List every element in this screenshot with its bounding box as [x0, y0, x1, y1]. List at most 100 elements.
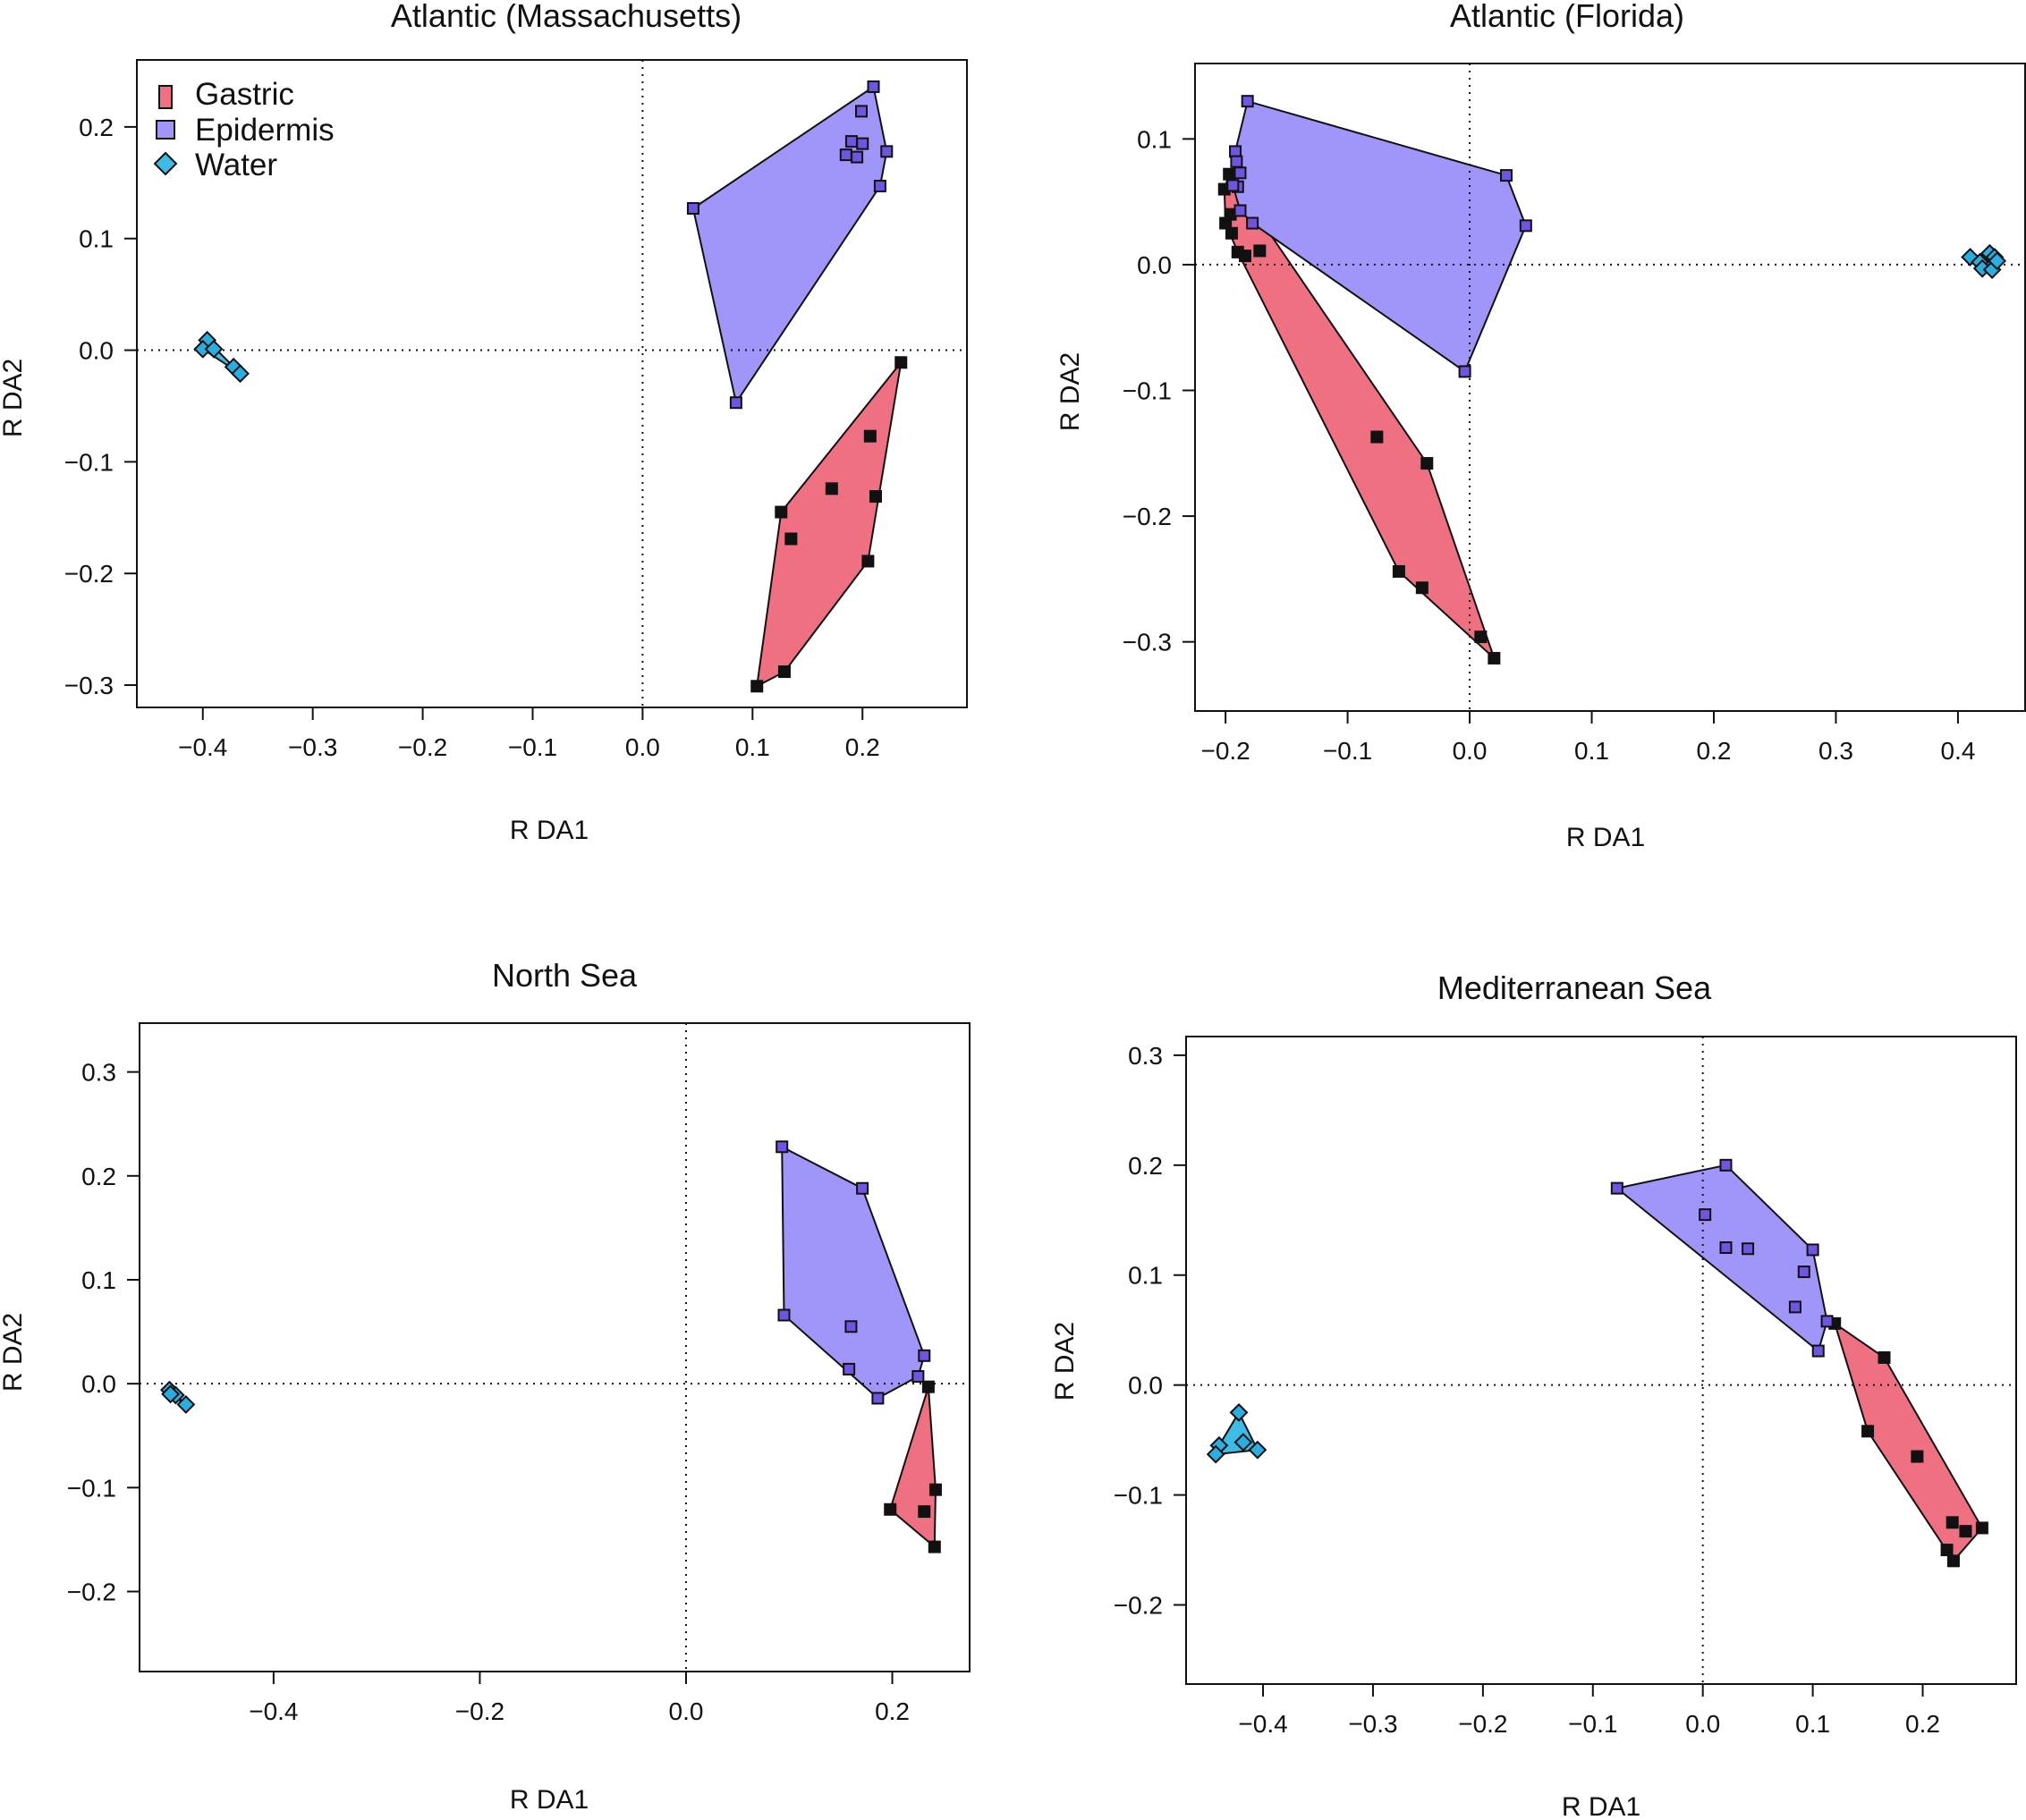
- point-water: [176, 1394, 196, 1414]
- point-epidermis: [918, 1349, 931, 1362]
- y-tick-label: 0.1: [1128, 1262, 1163, 1290]
- x-tick-label: 0.0: [669, 1697, 704, 1725]
- reference-lines: [140, 1023, 970, 1672]
- y-tick-label: 0.1: [1137, 125, 1172, 153]
- y-tick-label: 0.0: [1137, 251, 1172, 279]
- y-tick-label: 0.2: [81, 1163, 116, 1190]
- point-epidermis: [1719, 1241, 1733, 1255]
- y-tick-label: 0.3: [1128, 1042, 1163, 1070]
- legend-item-gastric: Gastric: [158, 77, 294, 112]
- point-epidermis: [843, 1362, 856, 1376]
- hull-layer: [1223, 100, 1998, 659]
- x-tick-label: 0.1: [735, 733, 770, 761]
- point-epidermis: [686, 202, 699, 216]
- y-tick-label: −0.3: [64, 672, 114, 699]
- point-gastric: [894, 356, 908, 369]
- x-tick-label: 0.2: [1905, 1710, 1940, 1738]
- legend-label-epidermis: Epidermis: [195, 113, 335, 148]
- x-tick-label: −0.3: [1348, 1710, 1397, 1738]
- point-gastric: [1878, 1350, 1891, 1364]
- point-layer: [1217, 95, 2007, 665]
- y-axis-label: R DA2: [0, 359, 28, 437]
- point-epidermis: [729, 396, 742, 410]
- point-gastric: [1911, 1450, 1924, 1463]
- point-epidermis: [1788, 1300, 1801, 1314]
- legend-item-epidermis: Epidermis: [156, 113, 335, 148]
- x-tick-label: −0.2: [398, 733, 447, 761]
- point-epidermis: [1229, 145, 1242, 158]
- point-gastric: [861, 554, 875, 568]
- point-layer: [193, 80, 908, 693]
- y-tick-label: −0.1: [67, 1474, 116, 1502]
- point-epidermis: [911, 1370, 925, 1384]
- x-tick-label: 0.2: [875, 1697, 910, 1725]
- y-tick-label: 0.0: [81, 1370, 116, 1398]
- reference-lines: [1195, 63, 2025, 711]
- x-tick-label: −0.1: [508, 733, 557, 761]
- point-epidermis: [1519, 219, 1532, 233]
- y-axis-label: R DA2: [1055, 352, 1085, 431]
- point-epidermis: [839, 148, 852, 162]
- point-epidermis: [844, 1320, 858, 1333]
- point-gastric: [1946, 1554, 1960, 1568]
- point-gastric: [1392, 564, 1405, 578]
- hull-gastric: [756, 361, 903, 688]
- point-epidermis: [1230, 155, 1243, 168]
- y-tick-label: 0.1: [81, 1266, 116, 1294]
- point-epidermis: [871, 1392, 885, 1405]
- y-axis-label: R DA2: [0, 1313, 28, 1392]
- point-epidermis: [851, 150, 864, 164]
- x-tick-label: −0.4: [1238, 1710, 1287, 1738]
- x-axis: −0.4 −0.3 −0.2 −0.1 0.0 0.1 0.2: [1238, 1684, 1940, 1738]
- y-tick-label: 0.3: [81, 1059, 116, 1087]
- x-axis: −0.2 −0.1 0.0 0.1 0.2 0.3 0.4: [1200, 711, 1975, 765]
- point-epidermis: [1233, 204, 1247, 217]
- point-epidermis: [855, 105, 869, 118]
- point-epidermis: [1742, 1242, 1755, 1256]
- point-gastric: [918, 1505, 931, 1519]
- point-layer: [160, 1140, 942, 1553]
- point-gastric: [928, 1483, 942, 1496]
- panel-mediterranean-sea: Mediterranean Sea −0.4 −0.3 −0.2 −0.1 0.0 0.1…: [1050, 969, 2017, 1820]
- x-axis-label: R DA1: [1562, 1792, 1640, 1820]
- point-gastric: [1945, 1516, 1959, 1529]
- panel-atlantic-florida: Atlantic (Florida) −0.2 −0.1 0.0 0.1 0.2 0.3 0…: [1055, 0, 2026, 852]
- legend-label-gastric: Gastric: [195, 77, 294, 112]
- plot-frame: [139, 1022, 971, 1672]
- point-epidermis: [777, 1308, 791, 1322]
- legend-label-water: Water: [195, 148, 277, 182]
- y-tick-label: −0.2: [67, 1579, 116, 1606]
- point-gastric: [1474, 631, 1488, 644]
- x-tick-label: 0.0: [625, 733, 660, 761]
- panel-title: North Sea: [492, 957, 638, 994]
- y-axis: −0.2 −0.1 0.0 0.1 0.2 0.3: [67, 1059, 140, 1606]
- point-epidermis: [880, 145, 894, 158]
- y-tick-label: −0.3: [1123, 629, 1172, 656]
- point-epidermis: [1806, 1243, 1819, 1257]
- point-epidermis: [867, 80, 880, 93]
- x-tick-label: −0.2: [455, 1697, 504, 1725]
- point-gastric: [1420, 457, 1434, 470]
- plot-frame: [136, 59, 968, 708]
- y-tick-label: −0.1: [1123, 377, 1172, 405]
- panel-north-sea: North Sea −0.4 −0.2 0.0 0.2 −0.2 −0.1 0.0 0.1 0…: [0, 957, 971, 1815]
- point-gastric: [1219, 216, 1233, 230]
- hull-gastric: [889, 1385, 937, 1548]
- hull-layer: [201, 86, 903, 688]
- x-tick-label: 0.3: [1818, 737, 1853, 765]
- panel-title: Mediterranean Sea: [1437, 969, 1712, 1006]
- y-tick-label: 0.1: [79, 225, 114, 253]
- hull-layer: [168, 1146, 937, 1548]
- y-axis-label: R DA2: [1050, 1322, 1080, 1401]
- plot-frame: [1185, 1036, 2017, 1685]
- x-tick-label: 0.1: [1795, 1710, 1830, 1738]
- x-tick-label: −0.1: [1568, 1710, 1617, 1738]
- x-tick-label: −0.2: [1458, 1710, 1507, 1738]
- point-gastric: [777, 665, 791, 679]
- point-gastric: [1488, 651, 1501, 665]
- legend-swatch-epidermis: [156, 120, 175, 140]
- point-gastric: [784, 532, 798, 546]
- point-epidermis: [1719, 1158, 1733, 1172]
- y-axis: −0.3 −0.2 −0.1 0.0 0.1 0.2: [64, 114, 137, 699]
